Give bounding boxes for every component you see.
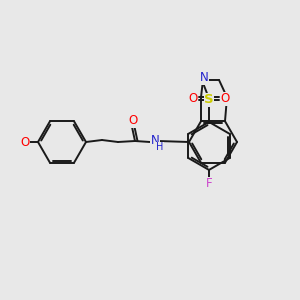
Text: F: F <box>206 177 212 190</box>
Text: O: O <box>128 115 138 128</box>
Text: H: H <box>156 142 164 152</box>
Text: O: O <box>20 136 30 148</box>
Text: S: S <box>204 93 214 106</box>
Text: O: O <box>220 92 230 105</box>
Text: N: N <box>151 134 159 148</box>
Text: N: N <box>200 71 208 84</box>
Text: O: O <box>188 92 198 105</box>
